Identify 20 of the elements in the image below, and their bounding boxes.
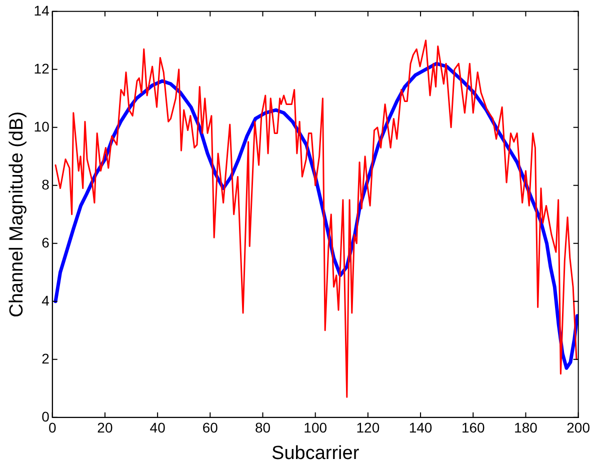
y-axis-title: Channel Magnitude (dB) [6,111,28,318]
y-tick-label: 10 [34,118,50,134]
x-tick-label: 200 [566,420,590,436]
x-tick-label: 20 [97,420,113,436]
x-tick-label: 120 [356,420,380,436]
x-tick-label: 60 [202,420,218,436]
x-tick-label: 140 [408,420,432,436]
y-tick-label: 8 [42,176,50,192]
y-tick-label: 14 [34,2,50,18]
y-tick-label: 6 [42,234,50,250]
x-tick-label: 80 [254,420,271,436]
x-tick-label: 40 [150,420,166,436]
x-axis-title: Subcarrier [272,442,360,464]
y-tick-label: 0 [42,408,50,424]
x-tick-label: 100 [304,420,328,436]
x-tick-label: 180 [514,420,538,436]
y-tick-label: 12 [34,60,50,76]
y-tick-label: 2 [42,350,50,366]
x-tick-label: 160 [461,420,486,436]
y-tick-label: 4 [42,292,50,308]
